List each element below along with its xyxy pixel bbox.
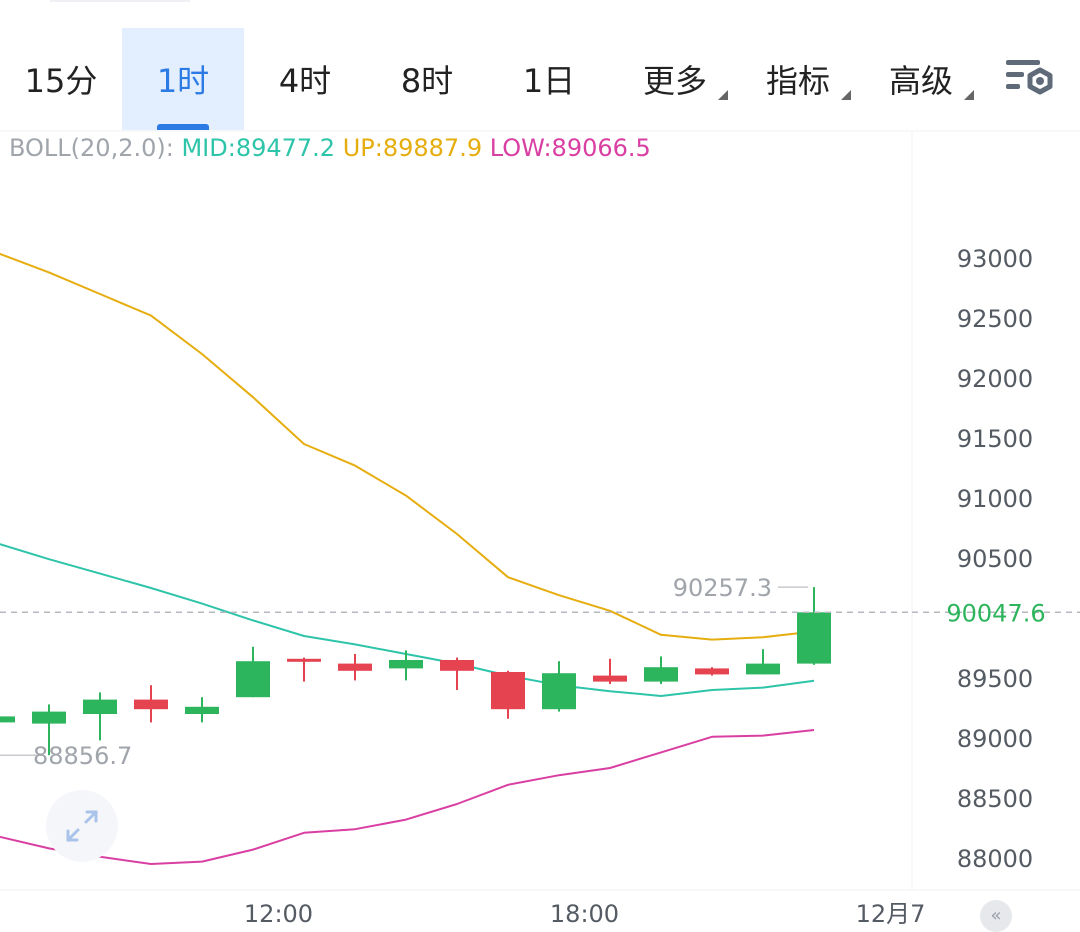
tab-15m[interactable]: 15分 [0, 28, 122, 130]
time-tick-label: 12:00 [244, 900, 313, 928]
tab-indicators[interactable]: 指标 [745, 28, 851, 130]
candle-body [338, 663, 372, 671]
tab-label: 4时 [278, 62, 332, 100]
price-tick-label: 91000 [957, 485, 1033, 513]
price-tick-label: 89000 [957, 725, 1033, 753]
candle-body [542, 673, 576, 710]
candle-body [695, 668, 729, 675]
boll-mid-value: MID:89477.2 [181, 134, 336, 162]
candle-body [389, 660, 423, 669]
top-divider [50, 0, 190, 2]
time-tick-label: 18:00 [550, 900, 619, 928]
tab-4h[interactable]: 4时 [244, 28, 366, 130]
tab-more[interactable]: 更多 [622, 28, 728, 130]
candle-body [134, 699, 168, 710]
dropdown-triangle-icon [964, 90, 974, 100]
candle-body [0, 716, 15, 723]
tab-1d[interactable]: 1日 [488, 28, 610, 130]
candle-body [185, 706, 219, 714]
tab-label: 高级 [888, 62, 953, 100]
candle-body [440, 660, 474, 671]
price-tick-label: 88500 [957, 785, 1033, 813]
expand-arrows-icon [66, 810, 98, 842]
price-tick-label: 91500 [957, 425, 1033, 453]
period-tab-bar: 15分 1时 4时 8时 1日 更多 指标 高级 [0, 0, 1080, 130]
price-tick-label: 92500 [957, 305, 1033, 333]
candle-body [83, 699, 117, 714]
price-tick-label: 93000 [957, 245, 1033, 273]
candle-body [236, 661, 270, 698]
tab-advanced[interactable]: 高级 [868, 28, 974, 130]
price-tick-label: 90500 [957, 545, 1033, 573]
scroll-to-latest-button[interactable]: « [980, 900, 1012, 932]
candle-body [32, 711, 66, 724]
tab-label: 1日 [522, 62, 576, 100]
candle-body [593, 675, 627, 682]
double-left-chevron-icon: « [990, 905, 1002, 926]
tab-1h[interactable]: 1时 [122, 28, 244, 130]
boll-label: BOLL(20,2.0): [9, 134, 174, 162]
active-tab-indicator [157, 124, 209, 130]
tab-label: 1时 [156, 62, 210, 100]
boll-up-value: UP:89887.9 [342, 134, 483, 162]
candle-body [746, 663, 780, 675]
tab-label: 15分 [24, 62, 98, 100]
boll-low-value: LOW:89066.5 [489, 134, 651, 162]
dropdown-triangle-icon [841, 90, 851, 100]
price-tick-label: 89500 [957, 665, 1033, 693]
boll-lower-line [0, 729, 815, 865]
chart-settings-icon [1006, 60, 1053, 95]
candle-body [491, 672, 525, 710]
tab-label: 更多 [642, 62, 707, 100]
price-tick-label: 88000 [957, 845, 1033, 873]
dropdown-triangle-icon [718, 90, 728, 100]
expand-chart-button[interactable] [46, 790, 118, 862]
candle-body [797, 612, 831, 664]
boll-legend: BOLL(20,2.0): MID:89477.2 UP:89887.9 LOW… [9, 134, 651, 162]
candle-body [287, 658, 321, 662]
time-tick-label: 12月7 [856, 900, 926, 928]
low-price-label: 88856.7 [33, 742, 132, 770]
tab-label: 8时 [400, 62, 454, 100]
chart-settings-button[interactable] [1000, 52, 1060, 104]
tab-label: 指标 [765, 62, 830, 100]
high-price-label: 90257.3 [673, 574, 772, 602]
candle-body [644, 667, 678, 682]
boll-upper-line [0, 252, 815, 641]
current-price-label: 90047.6 [946, 599, 1045, 627]
price-tick-label: 92000 [957, 365, 1033, 393]
tab-8h[interactable]: 8时 [366, 28, 488, 130]
